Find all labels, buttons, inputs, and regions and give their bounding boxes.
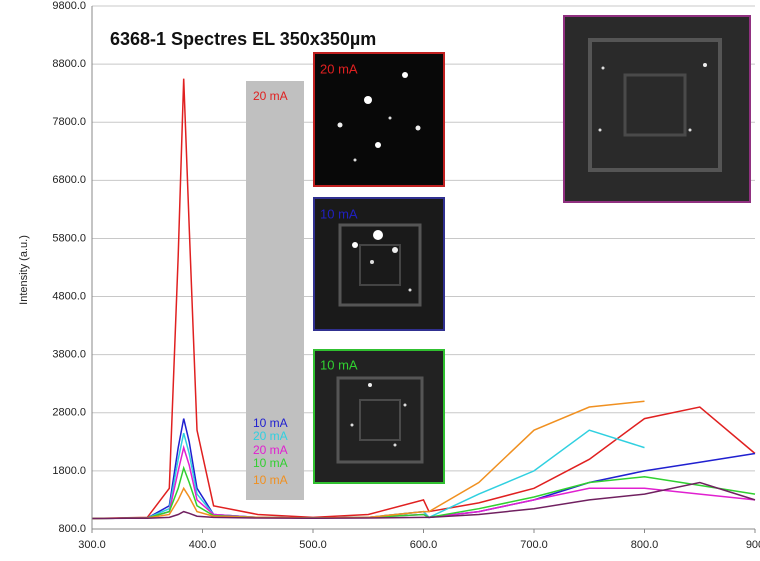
legend-box xyxy=(246,81,304,500)
y-tick-label: 3800.0 xyxy=(52,349,86,361)
x-tick-label: 300.0 xyxy=(78,539,106,551)
inset-image: 10 mA xyxy=(313,349,445,484)
y-tick-label: 7800.0 xyxy=(52,116,86,128)
x-tick-label: 900 xyxy=(746,539,760,551)
inset-image: 10 mA xyxy=(313,197,445,331)
legend-entry: 20 mA xyxy=(253,89,288,103)
x-tick-label: 600.0 xyxy=(410,539,438,551)
y-tick-label: 800.0 xyxy=(58,523,86,535)
series-line xyxy=(91,481,756,520)
inset-label: 10 mA xyxy=(320,206,358,221)
inset-label: 20 mA xyxy=(320,61,358,76)
y-axis-label: Intensity (a.u.) xyxy=(18,235,30,305)
chart-title: 6368-1 Spectres EL 350x350µm xyxy=(110,29,376,49)
y-tick-label: 4800.0 xyxy=(52,290,86,302)
inset-label: 10 mA xyxy=(320,357,358,372)
x-tick-label: 400.0 xyxy=(189,539,217,551)
y-tick-label: 9800.0 xyxy=(52,0,86,12)
x-tick-label: 700.0 xyxy=(520,539,548,551)
inset-image: 20 mA xyxy=(313,52,445,187)
legend-entry: 10 mA xyxy=(253,473,288,487)
inset-image xyxy=(563,15,751,203)
legend-entry: 10 mA xyxy=(253,416,288,430)
x-tick-label: 800.0 xyxy=(631,539,659,551)
legend-entry: 20 mA xyxy=(253,429,288,443)
y-tick-label: 1800.0 xyxy=(52,465,86,477)
x-tick-label: 500.0 xyxy=(299,539,327,551)
y-tick-label: 8800.0 xyxy=(52,58,86,70)
y-tick-label: 6800.0 xyxy=(52,174,86,186)
legend-entry: 10 mA xyxy=(253,456,288,470)
plot-lines xyxy=(91,78,756,520)
legend-entry: 20 mA xyxy=(253,443,288,457)
y-tick-label: 5800.0 xyxy=(52,232,86,244)
y-tick-label: 2800.0 xyxy=(52,407,86,419)
